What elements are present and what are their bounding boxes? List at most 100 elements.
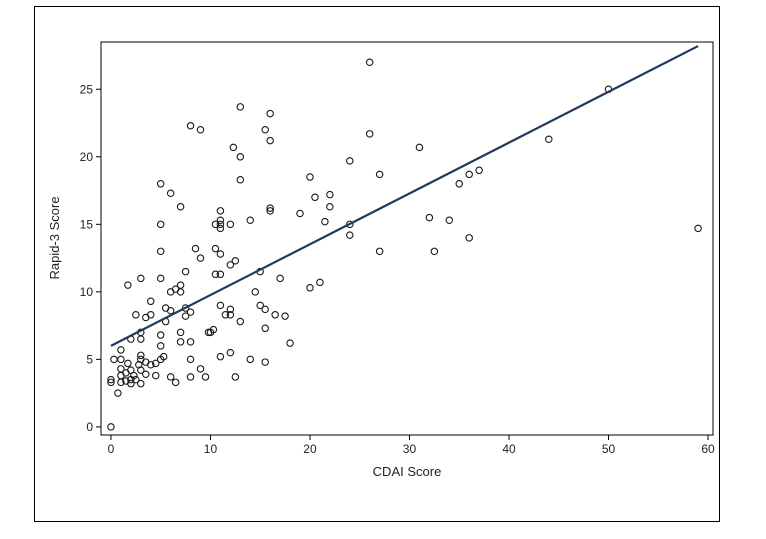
data-point <box>261 324 269 333</box>
data-point <box>132 375 140 384</box>
data-point <box>147 361 155 369</box>
data-point <box>147 297 155 306</box>
data-point <box>465 234 473 242</box>
x-tick-label: 10 <box>204 442 218 456</box>
data-point <box>130 371 138 380</box>
data-point <box>375 170 384 179</box>
x-tick-label: 50 <box>602 442 616 456</box>
data-point <box>346 157 354 165</box>
data-point <box>151 359 160 368</box>
data-point <box>216 207 225 215</box>
y-tick-label: 0 <box>86 420 93 434</box>
data-point <box>211 220 220 229</box>
data-point <box>159 352 168 361</box>
data-point <box>176 281 185 289</box>
data-point <box>311 193 319 202</box>
data-point <box>306 284 314 292</box>
data-point <box>186 373 195 381</box>
x-axis: 0 10 20 30 40 50 60 <box>108 435 715 456</box>
data-point <box>246 216 255 225</box>
x-tick-label: 20 <box>303 442 317 456</box>
data-point <box>137 379 145 388</box>
x-tick-label: 30 <box>403 442 417 456</box>
data-point <box>216 270 225 279</box>
y-tick-label: 25 <box>80 82 94 96</box>
data-point <box>142 370 150 378</box>
data-point <box>171 378 180 387</box>
data-point <box>694 224 702 233</box>
x-tick-label: 0 <box>108 442 115 456</box>
data-point <box>375 247 384 256</box>
data-point <box>346 231 354 239</box>
data-point <box>176 338 185 346</box>
data-point <box>201 373 210 381</box>
data-point <box>211 244 220 253</box>
data-point <box>181 267 190 276</box>
data-point <box>176 203 185 211</box>
data-point <box>107 378 115 387</box>
data-point <box>229 143 238 152</box>
y-tick-label: 10 <box>80 285 94 299</box>
data-point <box>107 423 115 431</box>
data-point <box>261 126 269 134</box>
data-point <box>365 58 374 67</box>
data-point <box>226 220 235 229</box>
data-point <box>186 121 195 130</box>
data-point <box>186 338 195 346</box>
data-point <box>176 328 185 337</box>
x-tick-label: 40 <box>502 442 516 456</box>
plot-area <box>100 41 714 436</box>
data-point <box>166 307 175 315</box>
data-point <box>261 358 269 366</box>
data-point <box>156 342 165 350</box>
data-point <box>306 173 314 181</box>
data-point <box>196 254 205 262</box>
data-point <box>266 204 274 212</box>
data-point <box>266 207 274 215</box>
data-point <box>124 359 132 368</box>
data-point <box>151 371 160 380</box>
data-point <box>415 143 424 152</box>
data-point <box>216 216 225 225</box>
y-tick-label: 20 <box>80 150 94 164</box>
data-point <box>156 274 165 283</box>
data-point <box>231 373 240 381</box>
data-point <box>137 335 145 343</box>
data-point <box>196 126 205 134</box>
data-point <box>281 312 289 320</box>
data-points <box>107 58 702 431</box>
data-point <box>430 247 439 256</box>
data-point <box>321 217 329 226</box>
data-point <box>475 166 483 175</box>
data-point <box>114 389 122 397</box>
data-point <box>124 281 132 289</box>
data-point <box>365 130 374 138</box>
data-point <box>236 153 245 161</box>
data-point <box>110 355 118 364</box>
data-point <box>231 257 240 265</box>
data-point <box>545 135 553 143</box>
data-point <box>117 365 125 373</box>
data-point <box>246 355 255 364</box>
data-point <box>226 261 235 269</box>
data-point <box>216 220 225 229</box>
chart-frame <box>34 6 720 522</box>
data-point <box>256 301 264 310</box>
data-point <box>176 288 185 296</box>
y-axis-title: Rapid-3 Score <box>47 196 62 279</box>
data-point <box>465 170 473 179</box>
data-point <box>216 352 225 361</box>
data-point <box>286 339 294 347</box>
x-axis-title: CDAI Score <box>373 464 442 479</box>
data-point <box>186 355 195 364</box>
data-point <box>156 180 165 188</box>
data-point <box>156 220 165 229</box>
data-point <box>181 312 190 320</box>
data-point <box>216 250 225 258</box>
data-point <box>216 224 225 233</box>
data-point <box>156 247 165 256</box>
data-point <box>166 189 175 198</box>
data-point <box>266 109 274 118</box>
data-point <box>316 278 324 287</box>
